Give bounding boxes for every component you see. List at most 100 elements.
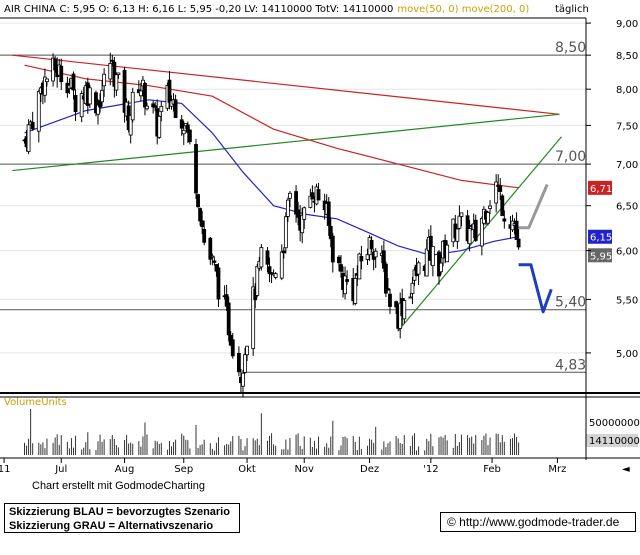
candle — [373, 248, 378, 269]
scroll-arrow-icon: ◄ — [622, 464, 630, 475]
candle-body — [316, 189, 321, 201]
candle-body — [339, 264, 343, 272]
candle — [167, 71, 172, 110]
candle — [196, 193, 200, 209]
candle — [245, 345, 249, 362]
last-value-label: 6,71 — [590, 184, 612, 195]
candle-body — [179, 119, 184, 129]
candle — [94, 90, 98, 117]
candle-body — [416, 262, 421, 275]
trendline-rising-short — [397, 136, 562, 332]
candle — [208, 237, 213, 265]
candle-body — [208, 237, 213, 260]
candle-body — [283, 216, 288, 249]
candle-body — [328, 226, 333, 240]
candle-body — [267, 266, 272, 275]
candle-body — [128, 115, 133, 136]
candle-body — [388, 293, 392, 307]
candle-body — [357, 253, 362, 280]
header-bar: AIR CHINA C: 5,95 O: 6,13 H: 6,16 L: 5,95… — [4, 4, 589, 15]
candle-body — [94, 92, 98, 114]
candle — [45, 78, 49, 87]
candle — [159, 101, 164, 122]
x-tick-label: Sep — [174, 464, 193, 475]
candle — [439, 254, 443, 275]
candle-body — [198, 208, 202, 222]
candle — [181, 120, 186, 146]
candle — [353, 273, 358, 306]
candle — [455, 228, 460, 249]
candle-body — [394, 301, 399, 308]
candle-body — [130, 91, 135, 121]
candle — [202, 220, 207, 246]
candle — [479, 216, 484, 256]
y-tick-label: 7,50 — [616, 121, 638, 132]
candle-body — [381, 250, 386, 269]
candle — [138, 82, 143, 102]
candle — [308, 188, 313, 209]
candle — [345, 270, 350, 285]
candle — [143, 81, 147, 116]
candle-body — [122, 69, 127, 113]
candle-body — [369, 240, 374, 250]
candle — [384, 261, 388, 298]
candle — [369, 236, 374, 252]
candle — [122, 66, 127, 123]
candle — [498, 178, 503, 201]
candles — [22, 52, 521, 398]
candle — [116, 72, 121, 79]
x-tick-label: Aug — [115, 464, 135, 475]
candle-body — [185, 124, 190, 133]
candle-body — [87, 87, 92, 105]
candle-body — [53, 58, 58, 71]
candle — [259, 244, 264, 271]
candle — [486, 211, 490, 226]
candle-body — [300, 214, 305, 234]
candle — [273, 272, 278, 280]
x-tick-label: Okt — [238, 464, 256, 475]
frame — [0, 17, 640, 460]
candle-body — [145, 105, 149, 110]
source-link[interactable]: © http://www.godmode-trader.de — [440, 512, 636, 532]
candle-body — [500, 195, 505, 216]
candle-body — [373, 250, 378, 258]
candle — [153, 101, 158, 112]
candle — [212, 256, 217, 266]
candle — [279, 244, 284, 281]
candle-body — [457, 215, 462, 229]
candle — [488, 200, 492, 215]
candle-body — [143, 83, 147, 108]
x-tick-label: Mrz — [548, 464, 566, 475]
candle-body — [279, 251, 284, 279]
candle — [326, 197, 331, 236]
candle-body — [302, 207, 307, 220]
candle — [187, 129, 192, 145]
candle-body — [281, 250, 286, 254]
candle — [194, 138, 198, 199]
header-title: AIR CHINA — [4, 4, 56, 15]
volume-label: VolumeUnits — [4, 397, 67, 408]
price-level-label: 7,00 — [555, 149, 586, 165]
candle-body — [230, 339, 235, 357]
candle — [410, 276, 415, 305]
header-ma-label: move(50, 0) move(200, 0) — [397, 4, 529, 15]
candle-body — [514, 220, 519, 240]
price-levels: 8,50 7,00 5,40 4,83 — [0, 40, 586, 373]
candle-body — [243, 354, 247, 373]
candle — [459, 212, 464, 227]
candle-body — [159, 106, 164, 113]
candle — [281, 247, 286, 259]
candle — [236, 346, 241, 377]
candle — [388, 288, 392, 314]
candle-body — [187, 129, 192, 143]
candle — [130, 87, 135, 123]
candle-body — [386, 288, 390, 291]
candle-body — [402, 300, 407, 320]
candle-body — [308, 195, 313, 208]
candle-body — [285, 199, 290, 217]
last-value-tag — [588, 248, 612, 263]
candle-body — [196, 194, 200, 208]
candle-body — [296, 209, 301, 218]
candle — [157, 115, 162, 139]
